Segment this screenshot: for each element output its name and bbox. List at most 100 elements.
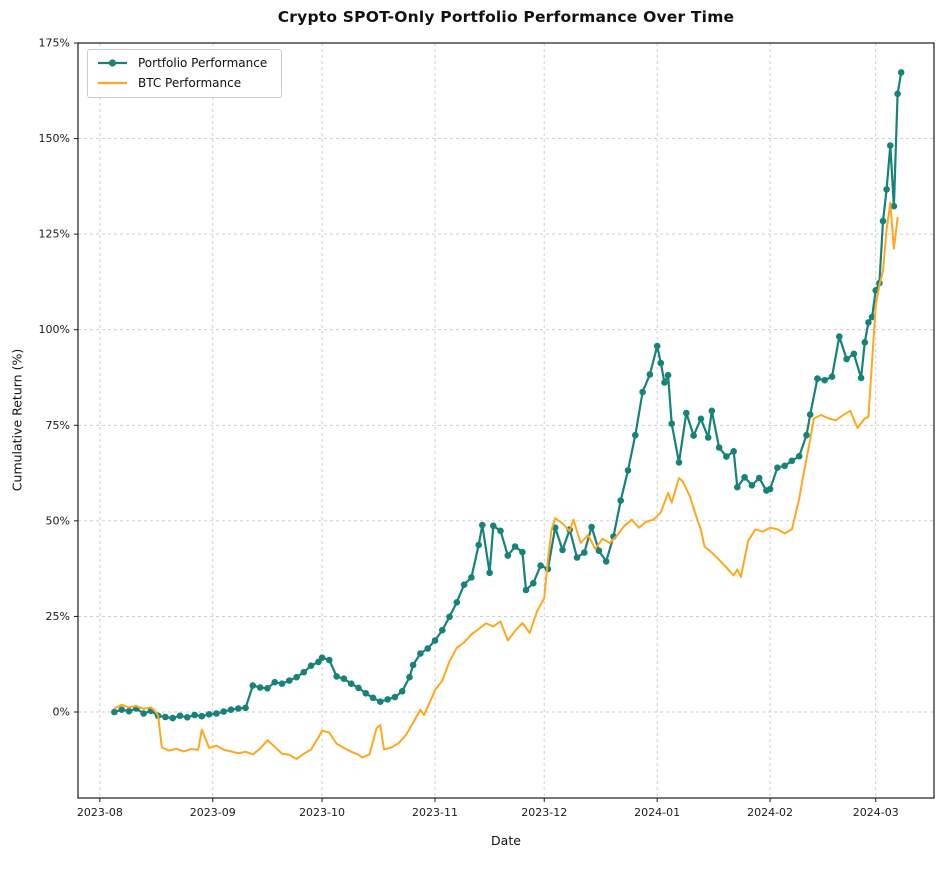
portfolio-data-point: [836, 333, 843, 340]
x-tick-label: 2024-03: [853, 806, 899, 819]
portfolio-data-point: [646, 371, 654, 378]
portfolio-data-point: [588, 523, 595, 531]
portfolio-data-point: [205, 711, 213, 718]
x-axis-title: Date: [491, 833, 521, 848]
portfolio-data-point: [887, 142, 894, 149]
portfolio-data-point: [894, 90, 901, 98]
y-tick-label: 50%: [46, 514, 70, 527]
portfolio-data-point: [278, 680, 286, 687]
portfolio-data-point: [176, 712, 184, 720]
portfolio-data-point: [559, 546, 566, 554]
portfolio-data-point: [708, 407, 716, 415]
portfolio-data-point: [340, 675, 348, 682]
portfolio-data-point: [293, 673, 300, 681]
x-tick-label: 2023-12: [521, 806, 567, 819]
x-tick-label: 2023-09: [190, 806, 236, 819]
portfolio-data-point: [617, 497, 624, 504]
portfolio-line-swatch: [98, 59, 127, 67]
legend-item-btc: BTC Performance: [96, 76, 267, 90]
y-tick-label: 100%: [39, 323, 70, 336]
portfolio-data-point: [814, 375, 821, 382]
portfolio-data-point: [391, 693, 399, 701]
portfolio-data-point: [664, 371, 672, 379]
portfolio-data-point: [307, 662, 315, 669]
btc-line: [113, 201, 899, 760]
portfolio-data-point: [191, 711, 198, 719]
y-tick-label: 75%: [46, 419, 70, 432]
portfolio-data-point: [118, 706, 125, 713]
portfolio-data-point: [362, 690, 370, 697]
portfolio-data-point: [602, 558, 610, 565]
portfolio-data-point: [111, 708, 118, 716]
x-tick-label: 2023-11: [412, 806, 458, 819]
portfolio-data-point: [326, 656, 333, 664]
portfolio-data-point: [683, 409, 690, 417]
portfolio-data-point: [723, 453, 730, 460]
portfolio-markers: [111, 69, 905, 722]
portfolio-data-point: [264, 685, 271, 692]
portfolio-data-point: [300, 668, 308, 676]
portfolio-data-point: [624, 467, 632, 474]
plot-frame: [77, 42, 935, 799]
portfolio-data-point: [806, 411, 814, 418]
btc-line-swatch: [98, 81, 127, 85]
portfolio-data-point: [409, 661, 417, 669]
portfolio-data-point: [734, 483, 741, 491]
portfolio-data-point: [861, 339, 869, 346]
portfolio-data-point: [511, 543, 519, 550]
portfolio-data-point: [169, 714, 176, 722]
portfolio-data-point: [519, 548, 526, 556]
portfolio-data-point: [347, 680, 355, 687]
portfolio-data-point: [125, 707, 133, 715]
y-axis-title: Cumulative Return (%): [9, 348, 25, 492]
portfolio-data-point: [406, 673, 413, 681]
y-tick-label: 0%: [53, 705, 70, 718]
y-tick-label: 125%: [39, 228, 70, 241]
x-tick-label: 2023-10: [299, 806, 345, 819]
portfolio-data-point: [675, 459, 683, 466]
y-tick-label: 25%: [46, 610, 70, 623]
portfolio-data-point: [690, 432, 697, 439]
portfolio-data-point: [504, 552, 512, 559]
portfolio-data-point: [333, 673, 340, 680]
legend-label-btc: BTC Performance: [138, 76, 242, 90]
portfolio-data-point: [890, 202, 898, 210]
portfolio-data-point: [424, 645, 432, 652]
y-tick-label: 175%: [39, 37, 70, 50]
portfolio-data-point: [879, 217, 887, 225]
portfolio-data-point: [865, 319, 872, 326]
portfolio-data-point: [883, 186, 890, 193]
portfolio-data-point: [384, 696, 391, 703]
portfolio-data-point: [369, 694, 377, 702]
portfolio-data-point: [530, 579, 537, 587]
portfolio-data-point: [774, 464, 781, 472]
portfolio-data-point: [657, 359, 665, 367]
x-tick-label: 2024-02: [747, 806, 793, 819]
portfolio-data-point: [581, 549, 588, 556]
portfolio-data-point: [661, 379, 668, 386]
portfolio-data-point: [490, 522, 497, 530]
portfolio-data-point: [639, 388, 646, 396]
portfolio-data-point: [140, 710, 147, 717]
portfolio-data-point: [242, 704, 249, 712]
portfolio-data-point: [857, 374, 865, 382]
portfolio-data-point: [318, 654, 326, 661]
portfolio-data-point: [755, 474, 763, 482]
portfolio-data-point: [522, 586, 530, 594]
portfolio-data-point: [453, 599, 461, 606]
portfolio-data-point: [162, 713, 169, 721]
portfolio-data-point: [184, 714, 191, 721]
portfolio-data-point: [446, 613, 453, 621]
portfolio-data-point: [632, 431, 639, 439]
portfolio-data-point: [271, 678, 279, 686]
portfolio-data-point: [828, 373, 836, 381]
portfolio-data-point: [843, 355, 850, 363]
portfolio-data-point: [227, 706, 235, 713]
portfolio-data-point: [220, 708, 227, 715]
legend-label-portfolio: Portfolio Performance: [138, 56, 268, 70]
portfolio-data-point: [704, 434, 712, 441]
portfolio-data-point: [398, 688, 406, 695]
portfolio-data-point: [460, 581, 468, 588]
